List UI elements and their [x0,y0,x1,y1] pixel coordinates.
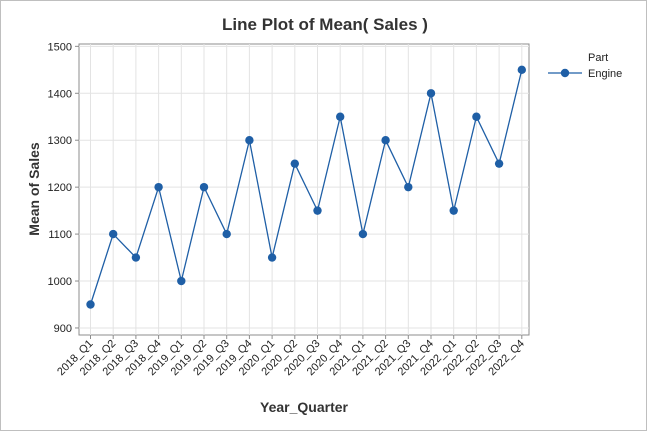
y-tick-label: 1100 [48,229,72,241]
data-point [449,206,458,215]
y-axis-ticks: 900 1000 1100 1200 1300 1400 1500 [48,41,79,335]
x-axis-ticks: 2018_Q12018_Q22018_Q32018_Q42019_Q12019_… [55,335,527,378]
data-point [381,136,390,145]
data-point [109,229,118,239]
series-line-engine [89,69,523,305]
y-tick-label: 1500 [48,41,72,53]
data-point [290,159,299,168]
data-point [245,136,254,145]
data-point [426,89,436,98]
series-group [86,65,526,309]
data-point [494,159,504,168]
data-point [472,112,481,121]
y-tick-label: 1000 [48,276,72,288]
data-point [86,300,95,309]
data-point [358,229,368,239]
data-point [131,253,141,262]
data-point [517,65,526,75]
y-axis-label: Mean of Sales [26,142,42,236]
legend-entry-engine: Engine [588,68,622,80]
chart-title: Line Plot of Mean( Sales ) [222,15,428,34]
data-point [222,229,231,239]
plot-area [78,43,530,336]
data-point [404,182,413,192]
data-point [313,206,322,215]
data-point [154,182,163,192]
y-tick-label: 1200 [48,182,72,194]
data-point [177,276,186,286]
data-point [199,182,209,192]
y-tick-label: 1300 [48,135,72,147]
legend-marker [560,68,570,78]
legend: Part Engine [548,52,622,80]
legend-title: Part [588,52,608,64]
data-point [336,112,345,121]
data-point [267,253,277,262]
y-tick-label: 900 [54,323,72,335]
y-tick-label: 1400 [48,88,72,100]
x-axis-label: Year_Quarter [260,399,348,415]
